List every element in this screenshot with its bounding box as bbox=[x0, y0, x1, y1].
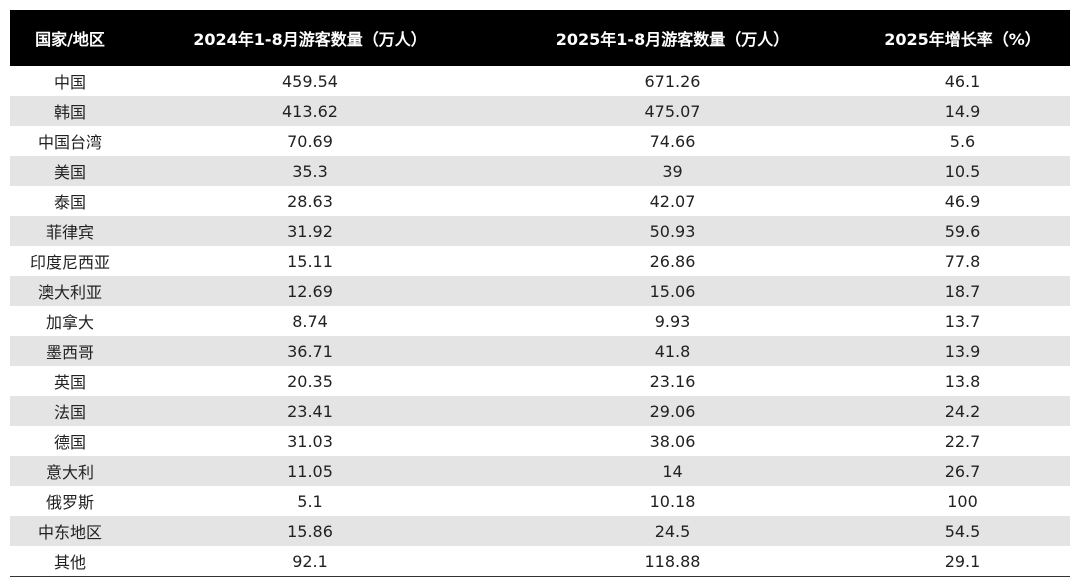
value-cell: 15.86 bbox=[130, 516, 490, 546]
value-cell: 35.3 bbox=[130, 156, 490, 186]
region-cell: 中国 bbox=[53, 73, 86, 92]
value-cell: 36.71 bbox=[130, 336, 490, 366]
table-body: 中国 459.54 671.26 46.1 韩国 413.62 475.07 14.9 中国台湾… bbox=[10, 66, 1070, 577]
header-cell: 2025年增长率（%） bbox=[855, 10, 1070, 66]
region-cell: 美国 bbox=[10, 156, 130, 186]
header-cell: 国家/地区 bbox=[10, 10, 130, 66]
value-cell: 31.03 bbox=[287, 431, 333, 451]
value-cell: 26.86 bbox=[649, 251, 696, 271]
value-cell: 29.06 bbox=[490, 396, 855, 426]
value-cell: 14 bbox=[490, 456, 855, 486]
region-cell: 德国 bbox=[53, 433, 86, 452]
value-cell: 59.6 bbox=[855, 216, 1070, 246]
value-cell: 24.5 bbox=[490, 516, 855, 546]
value-cell: 12.69 bbox=[130, 276, 490, 306]
value-cell: 54.5 bbox=[855, 516, 1070, 546]
value-cell: 100 bbox=[947, 491, 978, 511]
table-row: 印度尼西亚 15.11 26.86 77.8 bbox=[10, 246, 1070, 276]
table-container: 国家/地区 2024年1-8月游客数量（万人） 2025年1-8月游客数量（万人） 2… bbox=[10, 10, 1070, 577]
region-cell: 中东地区 bbox=[10, 516, 130, 546]
table-row: 俄罗斯 5.1 10.18 100 bbox=[10, 486, 1070, 516]
table-row: 韩国 413.62 475.07 14.9 bbox=[10, 96, 1070, 126]
value-cell: 5.6 bbox=[949, 131, 976, 151]
region-cell: 加拿大 bbox=[45, 313, 94, 332]
region-cell: 俄罗斯 bbox=[45, 493, 94, 512]
value-cell: 31.92 bbox=[130, 216, 490, 246]
value-cell: 14.9 bbox=[855, 96, 1070, 126]
region-cell: 英国 bbox=[53, 373, 86, 392]
value-cell: 26.7 bbox=[855, 456, 1070, 486]
region-cell: 法国 bbox=[10, 396, 130, 426]
region-cell: 中国台湾 bbox=[37, 133, 102, 152]
table-row: 泰国 28.63 42.07 46.9 bbox=[10, 186, 1070, 216]
value-cell: 118.88 bbox=[490, 546, 855, 577]
table-row: 德国 31.03 38.06 22.7 bbox=[10, 426, 1070, 456]
table-header: 国家/地区 2024年1-8月游客数量（万人） 2025年1-8月游客数量（万人） 2… bbox=[10, 10, 1070, 66]
data-table: 国家/地区 2024年1-8月游客数量（万人） 2025年1-8月游客数量（万人） 2… bbox=[10, 10, 1070, 577]
region-cell: 韩国 bbox=[10, 96, 130, 126]
table-row: 中国台湾 70.69 74.66 5.6 bbox=[10, 126, 1070, 156]
table-row: 英国 20.35 23.16 13.8 bbox=[10, 366, 1070, 396]
value-cell: 10.18 bbox=[649, 491, 696, 511]
value-cell: 8.74 bbox=[292, 311, 328, 331]
value-cell: 413.62 bbox=[130, 96, 490, 126]
value-cell: 41.8 bbox=[490, 336, 855, 366]
value-cell: 671.26 bbox=[644, 71, 701, 91]
region-cell: 意大利 bbox=[10, 456, 130, 486]
table-row: 法国 23.41 29.06 24.2 bbox=[10, 396, 1070, 426]
value-cell: 70.69 bbox=[287, 131, 333, 151]
value-cell: 46.1 bbox=[944, 71, 981, 91]
value-cell: 42.07 bbox=[649, 191, 696, 211]
value-cell: 24.2 bbox=[855, 396, 1070, 426]
value-cell: 10.5 bbox=[855, 156, 1070, 186]
value-cell: 9.93 bbox=[654, 311, 691, 331]
value-cell: 28.63 bbox=[287, 191, 333, 211]
value-cell: 50.93 bbox=[490, 216, 855, 246]
table-row: 菲律宾 31.92 50.93 59.6 bbox=[10, 216, 1070, 246]
value-cell: 29.1 bbox=[855, 546, 1070, 577]
value-cell: 23.41 bbox=[130, 396, 490, 426]
value-cell: 13.8 bbox=[944, 371, 981, 391]
table-row: 墨西哥 36.71 41.8 13.9 bbox=[10, 336, 1070, 366]
value-cell: 77.8 bbox=[944, 251, 981, 271]
table-row: 意大利 11.05 14 26.7 bbox=[10, 456, 1070, 486]
table-row: 加拿大 8.74 9.93 13.7 bbox=[10, 306, 1070, 336]
value-cell: 38.06 bbox=[649, 431, 696, 451]
table-row: 中国 459.54 671.26 46.1 bbox=[10, 66, 1070, 96]
value-cell: 11.05 bbox=[130, 456, 490, 486]
table-row: 中东地区 15.86 24.5 54.5 bbox=[10, 516, 1070, 546]
value-cell: 23.16 bbox=[649, 371, 696, 391]
header-cell: 2024年1-8月游客数量（万人） bbox=[130, 10, 490, 66]
region-cell: 墨西哥 bbox=[10, 336, 130, 366]
value-cell: 92.1 bbox=[130, 546, 490, 577]
value-cell: 5.1 bbox=[297, 491, 323, 511]
table-row: 美国 35.3 39 10.5 bbox=[10, 156, 1070, 186]
value-cell: 18.7 bbox=[855, 276, 1070, 306]
region-cell: 澳大利亚 bbox=[10, 276, 130, 306]
value-cell: 475.07 bbox=[490, 96, 855, 126]
header-row: 国家/地区 2024年1-8月游客数量（万人） 2025年1-8月游客数量（万人） 2… bbox=[10, 10, 1070, 66]
value-cell: 39 bbox=[490, 156, 855, 186]
table-row: 澳大利亚 12.69 15.06 18.7 bbox=[10, 276, 1070, 306]
value-cell: 13.9 bbox=[855, 336, 1070, 366]
value-cell: 22.7 bbox=[944, 431, 981, 451]
table-row: 其他 92.1 118.88 29.1 bbox=[10, 546, 1070, 577]
value-cell: 46.9 bbox=[944, 191, 981, 211]
value-cell: 13.7 bbox=[944, 311, 981, 331]
header-cell: 2025年1-8月游客数量（万人） bbox=[490, 10, 855, 66]
region-cell: 印度尼西亚 bbox=[29, 253, 110, 272]
value-cell: 74.66 bbox=[649, 131, 696, 151]
region-cell: 泰国 bbox=[53, 193, 86, 212]
region-cell: 菲律宾 bbox=[10, 216, 130, 246]
value-cell: 15.11 bbox=[287, 251, 333, 271]
value-cell: 459.54 bbox=[282, 71, 338, 91]
value-cell: 20.35 bbox=[287, 371, 333, 391]
region-cell: 其他 bbox=[10, 546, 130, 577]
value-cell: 15.06 bbox=[490, 276, 855, 306]
